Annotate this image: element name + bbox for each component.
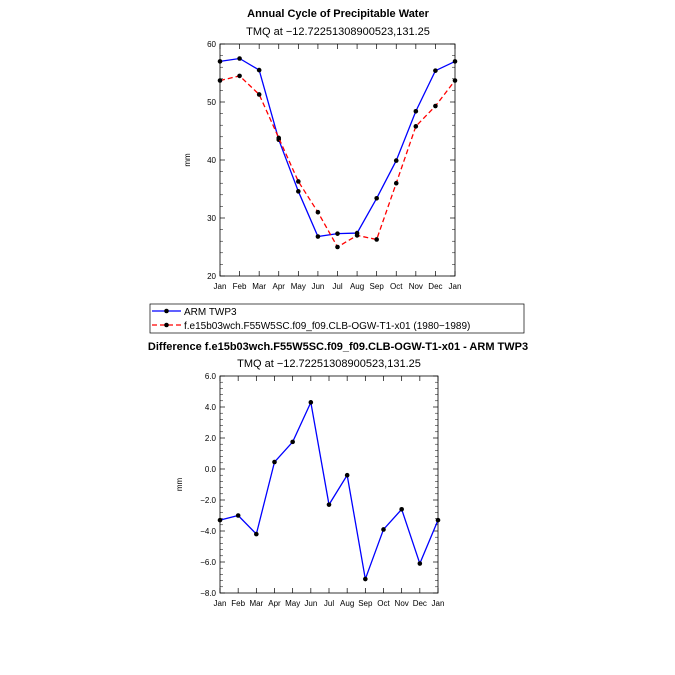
chart2-ytick-label: −6.0 (200, 558, 216, 567)
chart2-ytick-label: 0.0 (205, 465, 217, 474)
chart1-xtick-label: Apr (273, 282, 286, 291)
chart2-series-0-point (326, 502, 332, 507)
chart1-series-0-point (452, 59, 458, 64)
chart1-series-1-point (413, 124, 419, 129)
legend-marker-model (164, 322, 169, 328)
chart1-ytick-label: 20 (207, 272, 216, 281)
chart1-legend: ARM TWP3 f.e15b03wch.F55W5SC.f09_f09.CLB… (149, 303, 525, 334)
chart2-plot-frame (219, 375, 439, 594)
chart2-plot: Jan Feb Mar Apr May Jun Jul Aug Sep Oct Nov Dec Jan−… (175, 372, 444, 608)
chart1-xtick-label: Nov (409, 282, 423, 291)
chart1-xtick-label: Jan (214, 282, 227, 291)
chart2-xtick-label: Sep (358, 599, 373, 608)
chart1-series-1-point (296, 179, 301, 184)
chart1-plot-frame (219, 43, 456, 277)
chart1-series-1-point (393, 180, 399, 186)
chart1-ytick-label: 40 (207, 156, 216, 165)
legend-box (149, 303, 525, 334)
chart1-series-0-point (256, 67, 262, 73)
chart2-xtick-label: Dec (413, 599, 427, 608)
chart2-ytick-label: −2.0 (200, 496, 216, 505)
chart1-series-0-point (296, 189, 301, 194)
chart1-series-0-point (413, 108, 419, 114)
chart1-series-1-point (315, 209, 321, 215)
chart1-series-1-point (217, 78, 223, 83)
chart1-series-0-line (219, 57, 456, 238)
chart2-xtick-label: Nov (395, 599, 409, 608)
chart1-ylabel: mm (183, 153, 192, 167)
chart1-series-0-point (315, 234, 321, 239)
chart1-xtick-label: Feb (233, 282, 247, 291)
chart2-series-0-point (381, 527, 386, 532)
chart2-series-0-point (363, 576, 368, 582)
chart1-series-1-point (433, 103, 438, 109)
chart1-title: Annual Cycle of Precipitable Water (247, 8, 429, 20)
chart2-series-0-point (344, 472, 350, 478)
chart2-xtick-label: Jan (214, 599, 227, 608)
chart1-series-0-point (335, 231, 340, 236)
chart1-series-0-point (237, 56, 242, 61)
chart1-series-1-point (354, 233, 360, 238)
chart1-ytick-label: 60 (207, 40, 216, 49)
chart2-series-0-point (399, 507, 404, 512)
chart2-xtick-label: May (285, 599, 300, 608)
chart2-ylabel: mm (175, 478, 184, 492)
chart2-series-0-point (417, 561, 423, 566)
chart1-plot: Jan Feb Mar Apr May Jun Jul Aug Sep Oct Nov Dec Jan2… (183, 40, 461, 291)
chart2-series-0-point (435, 517, 441, 523)
chart2-xtick-label: Jun (304, 599, 317, 608)
chart1-subtitle: TMQ at −12.72251308900523,131.25 (246, 26, 430, 38)
chart2-xtick-label: Mar (249, 599, 263, 608)
chart2-series-0-point (272, 459, 277, 465)
chart1-series-1-point (374, 237, 379, 242)
chart2-subtitle: TMQ at −12.72251308900523,131.25 (237, 358, 421, 370)
chart1-ytick-label: 30 (207, 214, 216, 223)
chart1-series-1-point (237, 73, 242, 79)
chart2-series-0-point (254, 531, 259, 537)
chart2-ytick-label: 2.0 (205, 434, 217, 443)
chart1-xtick-label: Jun (311, 282, 324, 291)
chart1-xtick-label: Jan (449, 282, 462, 291)
chart1-series-1-point (452, 78, 458, 83)
chart2-ytick-label: −8.0 (200, 589, 216, 598)
chart2-series-0-line (219, 400, 439, 582)
legend-label-arm: ARM TWP3 (184, 307, 237, 318)
chart2-xtick-label: Jan (432, 599, 445, 608)
chart2-ytick-label: 4.0 (205, 403, 217, 412)
chart2-series-0-point (308, 400, 314, 405)
legend-label-model: f.e15b03wch.F55W5SC.f09_f09.CLB-OGW-T1-x… (184, 321, 470, 332)
chart2-series-0-point (235, 513, 241, 518)
chart1-series-1-point (335, 244, 340, 250)
chart2-series-0-point (217, 517, 223, 523)
chart2-ytick-label: −4.0 (200, 527, 216, 536)
chart1-series-0-point (393, 158, 399, 163)
chart2-xtick-label: Feb (231, 599, 245, 608)
chart2-title: Difference f.e15b03wch.F55W5SC.f09_f09.C… (148, 341, 528, 353)
chart1-xtick-label: Mar (252, 282, 266, 291)
chart1-xtick-label: Oct (390, 282, 403, 291)
chart1-ytick-label: 50 (207, 98, 216, 107)
chart1-series-1-point (276, 135, 282, 141)
chart1-xtick-label: Aug (350, 282, 364, 291)
chart1-xtick-label: May (291, 282, 306, 291)
chart2-xtick-label: Jul (324, 599, 334, 608)
legend-marker-arm (164, 308, 169, 314)
chart2-ytick-label: 6.0 (205, 372, 217, 381)
chart1-series-1-point (256, 92, 262, 97)
chart1-series-1-line (219, 75, 456, 248)
chart2-series-0-point (290, 439, 295, 445)
chart2-xtick-label: Aug (340, 599, 354, 608)
chart1-xtick-label: Jul (332, 282, 342, 291)
chart2-xtick-label: Oct (377, 599, 390, 608)
chart1-series-0-point (217, 59, 223, 64)
chart1-series-0-point (433, 68, 438, 73)
chart1-series-0-point (374, 195, 379, 201)
chart1-xtick-label: Sep (370, 282, 385, 291)
chart1-xtick-label: Dec (428, 282, 442, 291)
chart2-xtick-label: Apr (268, 599, 281, 608)
